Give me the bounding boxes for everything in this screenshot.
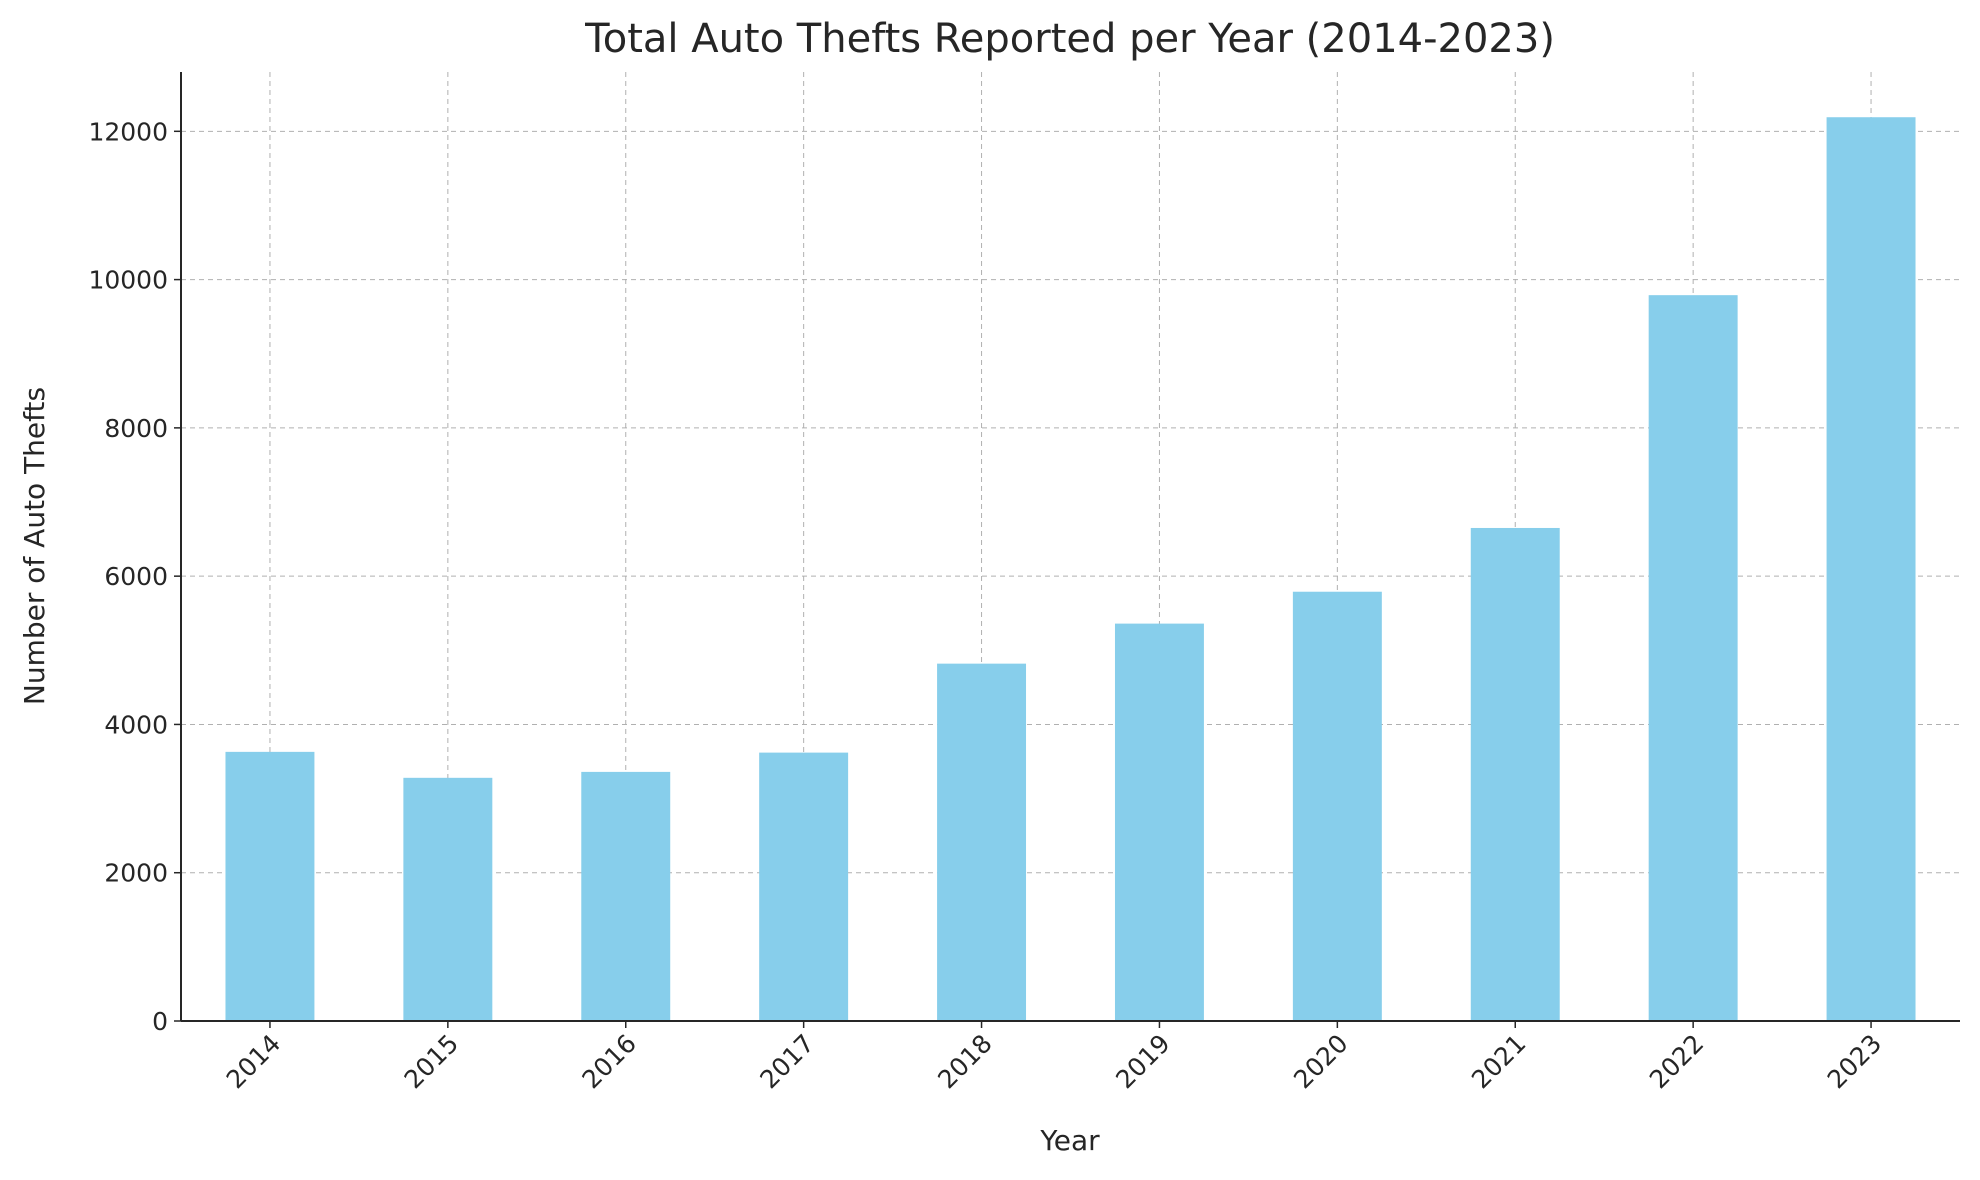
y-tick-label: 4000 bbox=[104, 710, 168, 739]
bar bbox=[1648, 295, 1738, 1021]
bar bbox=[1292, 591, 1382, 1021]
y-tick-label: 12000 bbox=[88, 117, 168, 146]
x-tick-label: 2016 bbox=[576, 1029, 641, 1094]
bar bbox=[581, 771, 671, 1021]
bar bbox=[403, 777, 493, 1021]
chart-title: Total Auto Thefts Reported per Year (201… bbox=[584, 16, 1555, 62]
x-axis-label: Year bbox=[1039, 1124, 1100, 1157]
x-tick-label: 2018 bbox=[932, 1029, 997, 1094]
x-tick-label: 2014 bbox=[221, 1029, 286, 1094]
x-tick-label: 2020 bbox=[1288, 1029, 1353, 1094]
y-tick-label: 6000 bbox=[104, 562, 168, 591]
y-tick-label: 8000 bbox=[104, 414, 168, 443]
y-axis-label: Number of Auto Thefts bbox=[18, 387, 51, 705]
x-tick-label: 2021 bbox=[1466, 1029, 1531, 1094]
y-tick-label: 0 bbox=[152, 1007, 168, 1036]
y-tick-label: 2000 bbox=[104, 859, 168, 888]
bar bbox=[759, 752, 849, 1021]
bar bbox=[225, 751, 315, 1021]
x-tick-label: 2015 bbox=[399, 1029, 464, 1094]
bar bbox=[1826, 117, 1916, 1022]
x-tick-label: 2022 bbox=[1644, 1029, 1709, 1094]
x-tick-label: 2023 bbox=[1822, 1029, 1887, 1094]
bars bbox=[225, 117, 1916, 1022]
y-tick-label: 10000 bbox=[88, 266, 168, 295]
bar bbox=[1470, 527, 1560, 1021]
x-tick-label: 2017 bbox=[754, 1029, 819, 1094]
bar bbox=[1114, 623, 1204, 1021]
x-tick-label: 2019 bbox=[1110, 1029, 1175, 1094]
bar bbox=[937, 663, 1027, 1021]
